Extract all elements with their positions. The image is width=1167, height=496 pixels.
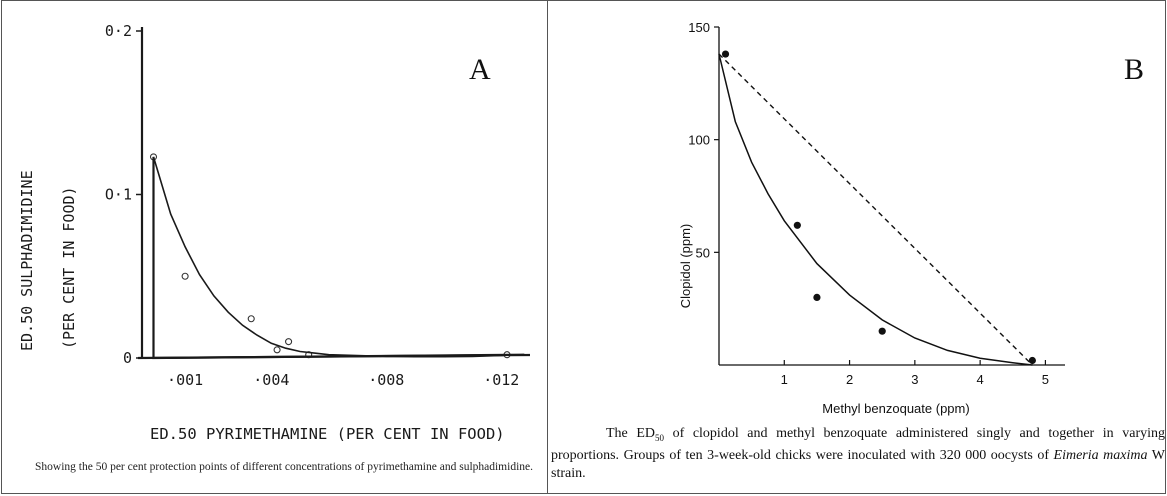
y-axis-label-a-line2: (PER CENT IN FOOD)	[60, 186, 78, 349]
y-tick-label-a-1: O·1	[105, 186, 132, 204]
panel-label-a: A	[469, 53, 491, 86]
y-axis-label-b: Clopidol (ppm)	[678, 224, 693, 309]
panel-label-b: B	[1124, 53, 1144, 86]
isobole-line-a	[152, 156, 525, 360]
y-axis-label-a-line1: ED.50 SULPHADIMIDINE	[18, 170, 36, 351]
y-tick-label-b-0: 50	[696, 245, 710, 260]
data-point-a-3	[273, 346, 281, 354]
x-axis-label-a: ED.50 PYRIMETHAMINE (PER CENT IN FOOD)	[150, 425, 505, 443]
x-tick-label-a-0: ·001	[167, 371, 203, 389]
caption-b-sub: 50	[655, 432, 665, 443]
data-point-b-0	[721, 50, 730, 58]
panel-a: A ED.50 SULPHADIMIDINE (PER CENT IN FOOD…	[1, 0, 548, 494]
chart-a: A ED.50 SULPHADIMIDINE (PER CENT IN FOOD…	[18, 22, 531, 443]
chart-b: B Clopidol (ppm) Methyl benzoquate (ppm)…	[678, 20, 1144, 416]
x-tick-label-b-0: 1	[781, 372, 788, 387]
x-tick-label-b-1: 2	[846, 372, 853, 387]
y-tick-label-b-2: 150	[688, 20, 710, 35]
panel-b: B Clopidol (ppm) Methyl benzoquate (ppm)…	[547, 0, 1166, 494]
additivity-line-b	[718, 53, 1033, 366]
fitted-curve-a	[152, 156, 525, 358]
caption-b-rest: of clopidol and methyl benzoquate admini…	[551, 426, 1165, 463]
x-tick-label-a-2: ·008	[368, 371, 404, 389]
caption-b-italic: Eimeria maxima	[1053, 447, 1148, 463]
x-tick-label-b-4: 5	[1042, 372, 1049, 387]
y-tick-label-a-2: 0·2	[105, 22, 132, 40]
caption-b-lead: The ED	[606, 426, 656, 441]
y-tick-label-a-0: 0	[123, 349, 132, 367]
data-point-a-1	[181, 272, 189, 280]
data-point-b-2	[813, 293, 821, 301]
y-tick-label-b-1: 100	[688, 133, 710, 148]
x-axis-label-b: Methyl benzoquate (ppm)	[822, 401, 969, 416]
fitted-curve-b	[718, 53, 1033, 366]
data-point-b-4	[1028, 356, 1036, 365]
caption-a: Showing the 50 per cent protection point…	[35, 461, 533, 473]
data-point-b-3	[878, 327, 886, 335]
data-point-b-1	[793, 221, 801, 229]
data-point-a-2	[247, 315, 255, 323]
x-tick-label-a-1: ·004	[253, 371, 289, 389]
x-tick-label-b-2: 3	[911, 372, 918, 387]
data-point-a-4	[285, 338, 293, 346]
caption-b-end: W strain.	[551, 447, 1165, 481]
caption-b: The ED50 of clopidol and methyl benzoqua…	[551, 425, 1165, 483]
x-tick-label-a-3: ·012	[483, 371, 519, 389]
x-tick-label-b-3: 4	[977, 372, 984, 387]
